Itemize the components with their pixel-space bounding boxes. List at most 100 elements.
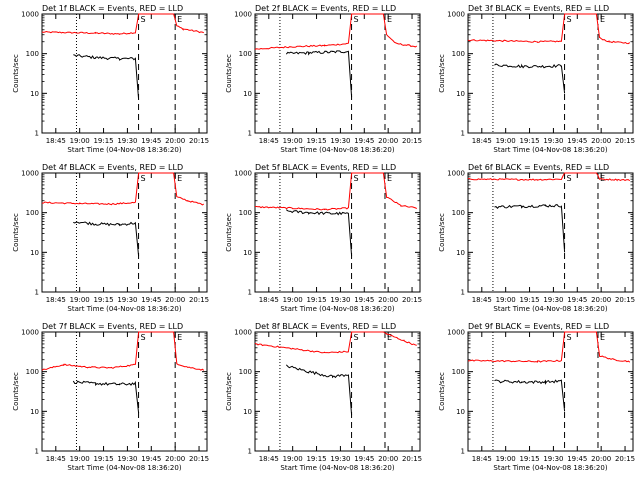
chart-title: Det 6f BLACK = Events, RED = LLD <box>468 163 609 172</box>
chart-title: Det 1f BLACK = Events, RED = LLD <box>42 4 183 13</box>
start-marker-label: S <box>567 15 572 24</box>
x-tick-label: 19:15 <box>93 296 113 304</box>
y-tick-label: 1000 <box>447 170 465 178</box>
plot-frame <box>467 172 634 293</box>
x-tick-label: 19:45 <box>354 296 374 304</box>
x-tick-label: 20:00 <box>165 455 185 463</box>
plot-frame <box>41 13 208 134</box>
x-tick-label: 19:15 <box>519 137 539 145</box>
y-tick-label: 1 <box>35 130 39 138</box>
y-axis-label: Counts/sec <box>12 372 20 411</box>
x-tick-label: 19:00 <box>496 296 516 304</box>
y-tick-label: 1000 <box>21 329 39 337</box>
y-tick-label: 10 <box>30 408 39 416</box>
x-tick-label: 18:45 <box>259 455 279 463</box>
x-tick-label: 18:45 <box>46 296 66 304</box>
events-series-line <box>494 204 566 253</box>
x-tick-label: 19:30 <box>543 137 563 145</box>
plot-frame <box>41 331 208 452</box>
chart-panel-7: Det 7f BLACK = Events, RED = LLD 1 10 100 10… <box>12 322 209 472</box>
x-tick-label: 20:00 <box>378 137 398 145</box>
x-tick-label: 20:15 <box>402 296 422 304</box>
y-axis-label: Counts/sec <box>225 213 233 252</box>
x-tick-label: 19:15 <box>306 296 326 304</box>
y-tick-label: 100 <box>26 209 39 217</box>
lld-series-line <box>41 331 205 371</box>
x-axis-label: Start Time (04-Nov-08 18:36:20) <box>493 464 607 472</box>
y-tick-label: 1 <box>35 448 39 456</box>
x-tick-label: 19:15 <box>93 137 113 145</box>
y-tick-label: 100 <box>452 209 465 217</box>
plot-frame <box>254 331 421 452</box>
x-tick-label: 20:15 <box>402 137 422 145</box>
x-tick-label: 18:45 <box>472 296 492 304</box>
end-marker-label: E <box>177 174 182 183</box>
x-axis-label: Start Time (04-Nov-08 18:36:20) <box>280 146 394 154</box>
end-marker-label: E <box>600 15 605 24</box>
plot-frame <box>41 172 208 293</box>
x-tick-label: 20:00 <box>591 296 611 304</box>
start-marker-label: S <box>567 333 572 342</box>
y-tick-label: 10 <box>456 408 465 416</box>
y-tick-label: 1000 <box>234 329 252 337</box>
x-tick-label: 19:45 <box>567 137 587 145</box>
chart-panel-6: Det 6f BLACK = Events, RED = LLD 1 10 100 10… <box>438 163 635 313</box>
y-tick-label: 1 <box>35 289 39 297</box>
chart-panel-2: Det 2f BLACK = Events, RED = LLD 1 10 100 10… <box>225 4 422 154</box>
y-tick-label: 1 <box>461 448 465 456</box>
x-tick-label: 19:15 <box>306 137 326 145</box>
start-marker-label: S <box>141 15 146 24</box>
x-tick-label: 19:45 <box>567 455 587 463</box>
events-series-line <box>285 50 353 98</box>
events-series-line <box>73 54 140 100</box>
lld-series-line <box>41 13 204 35</box>
x-tick-label: 20:00 <box>165 296 185 304</box>
events-series-line <box>494 379 566 412</box>
x-tick-label: 19:30 <box>117 137 137 145</box>
x-tick-label: 19:15 <box>93 455 113 463</box>
x-tick-label: 18:45 <box>259 137 279 145</box>
x-tick-label: 18:45 <box>259 296 279 304</box>
y-tick-label: 10 <box>30 90 39 98</box>
y-axis-label: Counts/sec <box>438 372 446 411</box>
x-axis-label: Start Time (04-Nov-08 18:36:20) <box>493 146 607 154</box>
chart-title: Det 3f BLACK = Events, RED = LLD <box>468 4 609 13</box>
x-tick-label: 20:15 <box>402 455 422 463</box>
y-tick-label: 10 <box>30 249 39 257</box>
x-tick-label: 19:45 <box>354 455 374 463</box>
y-tick-label: 10 <box>243 90 252 98</box>
y-tick-label: 1000 <box>447 329 465 337</box>
y-tick-label: 100 <box>452 368 465 376</box>
chart-title: Det 8f BLACK = Events, RED = LLD <box>255 322 396 331</box>
lld-series-line <box>41 172 205 206</box>
y-axis-label: Counts/sec <box>225 372 233 411</box>
lld-series-line <box>467 13 631 45</box>
x-tick-label: 19:15 <box>519 296 539 304</box>
x-tick-label: 18:45 <box>472 455 492 463</box>
x-tick-label: 20:15 <box>615 296 635 304</box>
y-tick-label: 100 <box>239 368 252 376</box>
y-axis-label: Counts/sec <box>12 213 20 252</box>
x-tick-label: 20:15 <box>189 137 209 145</box>
y-tick-label: 1000 <box>234 11 252 19</box>
chart-panel-3: Det 3f BLACK = Events, RED = LLD 1 10 100 10… <box>438 4 635 154</box>
start-marker-label: S <box>354 333 359 342</box>
x-tick-label: 19:45 <box>567 296 587 304</box>
x-axis-label: Start Time (04-Nov-08 18:36:20) <box>67 305 181 313</box>
x-tick-label: 19:30 <box>543 296 563 304</box>
chart-title: Det 9f BLACK = Events, RED = LLD <box>468 322 609 331</box>
y-tick-label: 1 <box>461 289 465 297</box>
x-tick-label: 19:15 <box>519 455 539 463</box>
chart-panel-9: Det 9f BLACK = Events, RED = LLD 1 10 100 10… <box>438 322 635 472</box>
plot-frame <box>254 13 421 134</box>
lld-series-line <box>254 13 418 50</box>
end-marker-label: E <box>177 15 182 24</box>
plot-frame <box>467 331 634 452</box>
events-series-line <box>494 63 566 94</box>
y-tick-label: 10 <box>243 249 252 257</box>
x-tick-label: 19:30 <box>330 455 350 463</box>
end-marker-label: E <box>387 174 392 183</box>
x-tick-label: 20:15 <box>189 455 209 463</box>
x-tick-label: 19:00 <box>70 455 90 463</box>
events-series-line <box>286 209 353 257</box>
